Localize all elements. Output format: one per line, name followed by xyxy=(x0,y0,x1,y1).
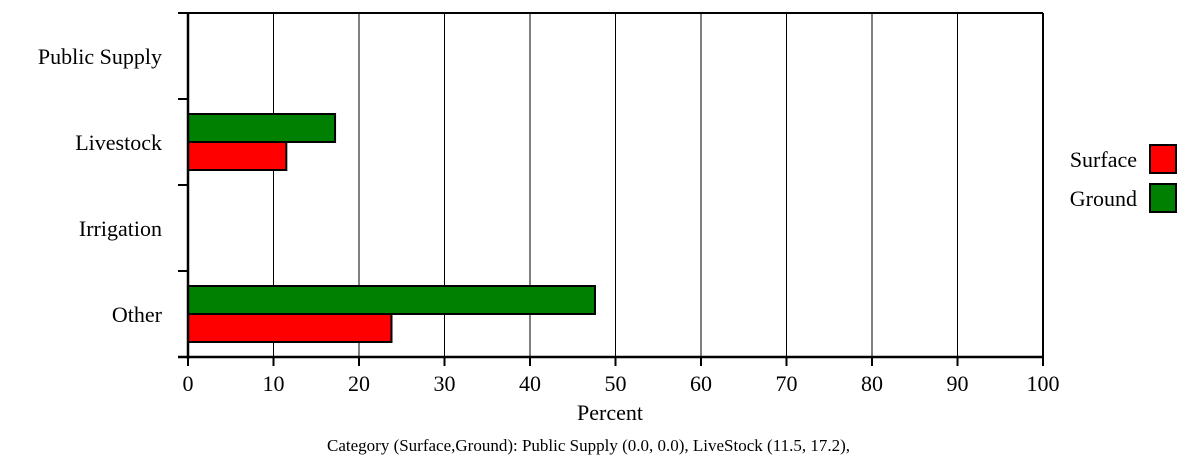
bars xyxy=(187,113,596,343)
grid-lines xyxy=(273,13,958,357)
bar-surface xyxy=(187,141,288,171)
x-tick-label: 60 xyxy=(690,371,712,396)
x-axis-title: Percent xyxy=(577,400,643,425)
chart-caption: Category (Surface,Ground): Public Supply… xyxy=(327,436,850,455)
x-tick-label: 20 xyxy=(348,371,370,396)
bar-ground xyxy=(187,285,596,315)
category-label: Other xyxy=(112,302,163,327)
x-tick-label: 10 xyxy=(263,371,285,396)
x-tick-label: 80 xyxy=(861,371,883,396)
legend-swatch-surface xyxy=(1149,144,1177,174)
x-tick-label: 0 xyxy=(183,371,194,396)
category-label: Public Supply xyxy=(38,44,162,69)
labels: 0 10 20 30 40 50 60 70 80 90 100 Public Supply Lives… xyxy=(38,44,1060,396)
legend-swatch-ground xyxy=(1149,183,1177,213)
bar-ground xyxy=(187,113,337,143)
legend: Surface Ground xyxy=(1070,144,1177,213)
x-tick-label: 30 xyxy=(434,371,456,396)
x-tick-label: 40 xyxy=(519,371,541,396)
x-tick-label: 90 xyxy=(947,371,969,396)
legend-label-surface: Surface xyxy=(1070,147,1137,172)
x-tick-label: 100 xyxy=(1027,371,1060,396)
bar-surface xyxy=(187,313,393,343)
x-tick-label: 70 xyxy=(776,371,798,396)
category-label: Livestock xyxy=(75,130,162,155)
x-tick-label: 50 xyxy=(605,371,627,396)
axes xyxy=(178,12,1044,366)
legend-label-ground: Ground xyxy=(1070,186,1137,211)
category-label: Irrigation xyxy=(79,216,162,241)
